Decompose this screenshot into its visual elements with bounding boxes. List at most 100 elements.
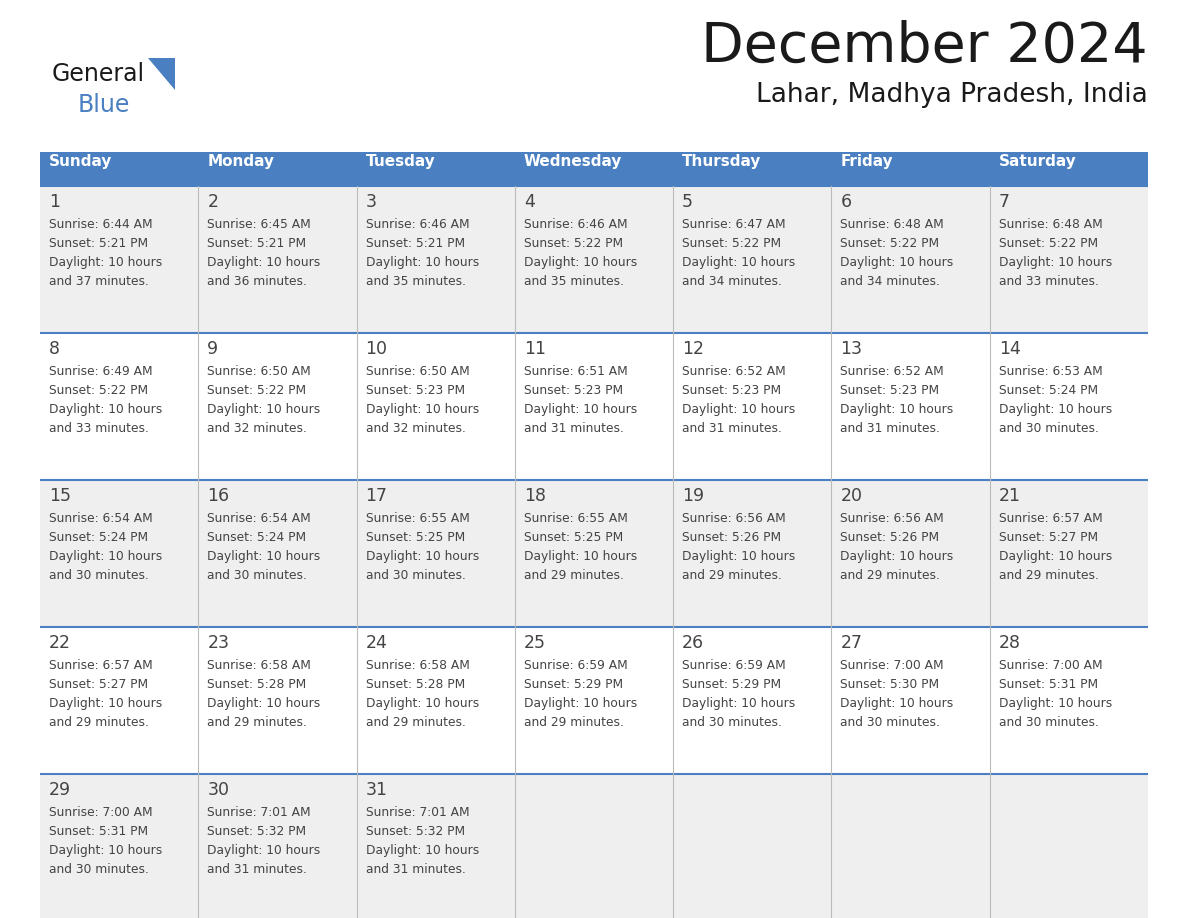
Text: 1: 1	[49, 193, 61, 211]
Text: and 29 minutes.: and 29 minutes.	[999, 569, 1099, 582]
Text: 6: 6	[840, 193, 852, 211]
Text: Sunset: 5:25 PM: Sunset: 5:25 PM	[524, 531, 624, 544]
Text: Sunrise: 6:53 AM: Sunrise: 6:53 AM	[999, 365, 1102, 378]
Bar	[40, 774, 1148, 918]
Text: 19: 19	[682, 487, 704, 505]
Text: Sunset: 5:22 PM: Sunset: 5:22 PM	[682, 237, 782, 250]
Text: 17: 17	[366, 487, 387, 505]
Text: 30: 30	[207, 781, 229, 799]
Text: Sunset: 5:32 PM: Sunset: 5:32 PM	[366, 825, 465, 838]
Text: Sunset: 5:30 PM: Sunset: 5:30 PM	[840, 678, 940, 691]
Text: 9: 9	[207, 340, 219, 358]
Text: 10: 10	[366, 340, 387, 358]
Text: Daylight: 10 hours: Daylight: 10 hours	[524, 403, 637, 416]
Text: Monday: Monday	[207, 154, 274, 169]
Text: Sunrise: 6:55 AM: Sunrise: 6:55 AM	[524, 512, 627, 525]
Text: and 29 minutes.: and 29 minutes.	[207, 716, 308, 729]
Text: Daylight: 10 hours: Daylight: 10 hours	[999, 256, 1112, 269]
Text: and 29 minutes.: and 29 minutes.	[366, 716, 466, 729]
Text: Sunrise: 7:00 AM: Sunrise: 7:00 AM	[49, 806, 152, 819]
Text: Sunrise: 7:00 AM: Sunrise: 7:00 AM	[999, 659, 1102, 672]
Bar	[674, 152, 832, 186]
Text: Daylight: 10 hours: Daylight: 10 hours	[366, 403, 479, 416]
Text: Sunset: 5:27 PM: Sunset: 5:27 PM	[49, 678, 148, 691]
Text: Sunrise: 6:54 AM: Sunrise: 6:54 AM	[49, 512, 153, 525]
Text: Daylight: 10 hours: Daylight: 10 hours	[49, 550, 163, 563]
Text: and 32 minutes.: and 32 minutes.	[207, 422, 308, 435]
Text: Sunset: 5:21 PM: Sunset: 5:21 PM	[366, 237, 465, 250]
Text: 13: 13	[840, 340, 862, 358]
Text: Daylight: 10 hours: Daylight: 10 hours	[840, 550, 954, 563]
Text: Sunrise: 6:48 AM: Sunrise: 6:48 AM	[840, 218, 944, 231]
Text: Daylight: 10 hours: Daylight: 10 hours	[366, 844, 479, 857]
Text: Sunrise: 6:50 AM: Sunrise: 6:50 AM	[207, 365, 311, 378]
Text: Friday: Friday	[840, 154, 893, 169]
Text: and 31 minutes.: and 31 minutes.	[207, 863, 308, 876]
Text: Daylight: 10 hours: Daylight: 10 hours	[366, 256, 479, 269]
Text: and 29 minutes.: and 29 minutes.	[840, 569, 941, 582]
Text: Daylight: 10 hours: Daylight: 10 hours	[682, 550, 796, 563]
Text: 20: 20	[840, 487, 862, 505]
Text: Sunrise: 6:56 AM: Sunrise: 6:56 AM	[682, 512, 786, 525]
Text: Daylight: 10 hours: Daylight: 10 hours	[999, 697, 1112, 710]
Text: 24: 24	[366, 634, 387, 652]
Text: and 29 minutes.: and 29 minutes.	[49, 716, 148, 729]
Bar	[40, 186, 1148, 333]
Text: Sunrise: 6:57 AM: Sunrise: 6:57 AM	[49, 659, 153, 672]
Text: and 31 minutes.: and 31 minutes.	[840, 422, 941, 435]
Text: 31: 31	[366, 781, 387, 799]
Text: Sunset: 5:28 PM: Sunset: 5:28 PM	[207, 678, 307, 691]
Text: December 2024: December 2024	[701, 20, 1148, 74]
Text: and 30 minutes.: and 30 minutes.	[49, 863, 148, 876]
Text: Daylight: 10 hours: Daylight: 10 hours	[999, 403, 1112, 416]
Text: Sunset: 5:27 PM: Sunset: 5:27 PM	[999, 531, 1098, 544]
Text: and 29 minutes.: and 29 minutes.	[524, 716, 624, 729]
Text: 21: 21	[999, 487, 1020, 505]
Text: 12: 12	[682, 340, 704, 358]
Text: Sunrise: 6:58 AM: Sunrise: 6:58 AM	[207, 659, 311, 672]
Text: and 31 minutes.: and 31 minutes.	[682, 422, 782, 435]
Text: and 30 minutes.: and 30 minutes.	[366, 569, 466, 582]
Text: Sunset: 5:29 PM: Sunset: 5:29 PM	[524, 678, 623, 691]
Text: and 30 minutes.: and 30 minutes.	[999, 422, 1099, 435]
Text: Sunrise: 7:00 AM: Sunrise: 7:00 AM	[840, 659, 944, 672]
Text: Sunrise: 6:46 AM: Sunrise: 6:46 AM	[524, 218, 627, 231]
Text: 16: 16	[207, 487, 229, 505]
Text: Sunset: 5:21 PM: Sunset: 5:21 PM	[49, 237, 148, 250]
Text: Sunset: 5:28 PM: Sunset: 5:28 PM	[366, 678, 465, 691]
Text: and 34 minutes.: and 34 minutes.	[840, 275, 941, 288]
Text: Sunset: 5:26 PM: Sunset: 5:26 PM	[682, 531, 782, 544]
Text: Daylight: 10 hours: Daylight: 10 hours	[207, 844, 321, 857]
Text: Sunset: 5:31 PM: Sunset: 5:31 PM	[49, 825, 148, 838]
Text: 4: 4	[524, 193, 535, 211]
Text: Daylight: 10 hours: Daylight: 10 hours	[49, 697, 163, 710]
Text: and 36 minutes.: and 36 minutes.	[207, 275, 308, 288]
Text: Daylight: 10 hours: Daylight: 10 hours	[207, 403, 321, 416]
Text: Sunrise: 6:50 AM: Sunrise: 6:50 AM	[366, 365, 469, 378]
Text: 26: 26	[682, 634, 704, 652]
Text: Sunrise: 6:59 AM: Sunrise: 6:59 AM	[524, 659, 627, 672]
Text: Daylight: 10 hours: Daylight: 10 hours	[682, 403, 796, 416]
Text: Sunrise: 6:48 AM: Sunrise: 6:48 AM	[999, 218, 1102, 231]
Text: Daylight: 10 hours: Daylight: 10 hours	[207, 550, 321, 563]
Text: 23: 23	[207, 634, 229, 652]
Bar	[832, 152, 990, 186]
Text: Sunset: 5:21 PM: Sunset: 5:21 PM	[207, 237, 307, 250]
Text: and 37 minutes.: and 37 minutes.	[49, 275, 148, 288]
Text: Sunrise: 6:45 AM: Sunrise: 6:45 AM	[207, 218, 311, 231]
Text: 15: 15	[49, 487, 71, 505]
Text: Wednesday: Wednesday	[524, 154, 623, 169]
Text: 2: 2	[207, 193, 219, 211]
Bar	[40, 333, 1148, 480]
Text: and 29 minutes.: and 29 minutes.	[682, 569, 782, 582]
Text: Sunrise: 6:46 AM: Sunrise: 6:46 AM	[366, 218, 469, 231]
Text: Sunset: 5:23 PM: Sunset: 5:23 PM	[840, 384, 940, 397]
Text: and 32 minutes.: and 32 minutes.	[366, 422, 466, 435]
Text: Sunrise: 7:01 AM: Sunrise: 7:01 AM	[207, 806, 311, 819]
Text: Sunset: 5:22 PM: Sunset: 5:22 PM	[524, 237, 623, 250]
Text: Sunrise: 6:59 AM: Sunrise: 6:59 AM	[682, 659, 786, 672]
Text: Daylight: 10 hours: Daylight: 10 hours	[840, 697, 954, 710]
Text: 7: 7	[999, 193, 1010, 211]
Text: Daylight: 10 hours: Daylight: 10 hours	[682, 697, 796, 710]
Text: Sunrise: 6:51 AM: Sunrise: 6:51 AM	[524, 365, 627, 378]
